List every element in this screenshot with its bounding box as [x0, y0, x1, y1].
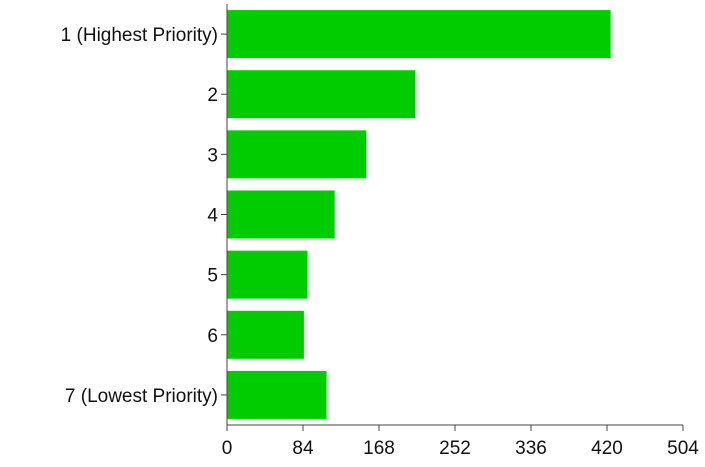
category-label-7: 7 (Lowest Priority) — [65, 386, 218, 407]
category-label-4: 4 — [207, 206, 218, 227]
bar-2 — [227, 70, 416, 119]
category-labels: 1 (Highest Priority) 2 3 4 5 6 7 (Lowest Prior… — [61, 25, 227, 407]
x-tick-label-84: 84 — [292, 438, 314, 459]
x-tick-label-168: 168 — [363, 438, 395, 459]
bar-4 — [227, 190, 335, 239]
bar-3 — [227, 130, 367, 179]
x-tick-label-0: 0 — [222, 438, 233, 459]
category-label-2: 2 — [207, 85, 218, 106]
x-tick-label-252: 252 — [439, 438, 471, 459]
category-label-5: 5 — [207, 266, 218, 287]
category-label-1: 1 (Highest Priority) — [61, 25, 218, 46]
bar-7 — [227, 370, 327, 419]
x-axis-ticks: 0 84 168 252 336 420 504 — [222, 425, 699, 459]
x-tick-label-504: 504 — [667, 438, 699, 459]
x-tick-label-420: 420 — [591, 438, 623, 459]
category-label-3: 3 — [207, 145, 218, 166]
x-tick-label-336: 336 — [515, 438, 547, 459]
bar-5 — [227, 250, 308, 299]
bars-group — [227, 10, 611, 419]
category-label-6: 6 — [207, 326, 218, 347]
bar-1 — [227, 10, 611, 59]
bar-6 — [227, 310, 304, 359]
